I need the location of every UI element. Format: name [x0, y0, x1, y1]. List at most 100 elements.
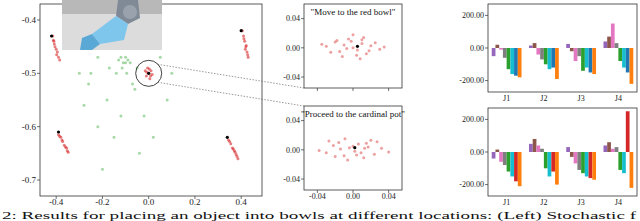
x-tick — [388, 88, 389, 91]
point — [374, 41, 377, 44]
bar — [548, 152, 552, 176]
x-tick-label: -0.2 — [95, 197, 109, 207]
point — [138, 152, 141, 155]
bar — [551, 48, 555, 68]
y-tick-label: -0.04 — [283, 73, 300, 82]
bar — [603, 41, 607, 48]
point — [87, 83, 90, 86]
y-tick — [485, 48, 488, 49]
bar — [499, 48, 503, 50]
point — [360, 38, 363, 41]
y-tick — [301, 149, 304, 150]
point — [362, 156, 365, 159]
x-tick-label: 0.4 — [236, 197, 248, 207]
bar — [536, 48, 540, 55]
y-tick — [37, 180, 40, 181]
y-tick — [485, 80, 488, 81]
point — [352, 46, 355, 49]
y-tick — [485, 15, 488, 16]
x-tick-label: -0.4 — [49, 197, 64, 207]
y-tick-label: 0.04 — [286, 116, 300, 125]
point — [325, 45, 328, 48]
point — [343, 43, 346, 46]
point — [240, 29, 243, 32]
bar — [577, 48, 581, 56]
y-tick-label: -200.00 — [459, 180, 484, 189]
bar — [499, 152, 503, 162]
bar — [514, 48, 518, 76]
point — [339, 148, 342, 151]
bar — [555, 152, 559, 185]
point — [373, 153, 376, 156]
point — [89, 72, 92, 75]
y-tick — [485, 119, 488, 120]
point — [356, 49, 359, 52]
bar — [589, 152, 593, 178]
point — [101, 168, 104, 171]
point — [337, 141, 340, 144]
robot-image-bg — [62, 0, 162, 50]
bar — [603, 145, 607, 152]
bar — [622, 48, 626, 68]
point — [53, 43, 56, 46]
point — [245, 51, 248, 54]
point — [245, 44, 248, 47]
bar — [555, 48, 559, 79]
bar — [544, 152, 548, 168]
bar — [581, 48, 585, 71]
y-tick-label: -0.4 — [22, 15, 37, 25]
y-tick-label: 200.00 — [462, 11, 484, 20]
bar — [630, 152, 634, 188]
y-tick — [37, 126, 40, 127]
bar — [551, 152, 555, 172]
bar — [510, 152, 514, 176]
plot-title: "Move to the red bowl" — [311, 7, 396, 17]
point — [367, 145, 370, 148]
bar — [533, 43, 537, 48]
point — [335, 39, 338, 42]
point — [106, 99, 109, 102]
y-tick-label: 200.00 — [462, 115, 484, 124]
bar — [518, 152, 522, 186]
x-tick-label: J2 — [540, 198, 547, 207]
zoom-connector — [158, 64, 304, 88]
points — [320, 33, 385, 60]
point — [365, 142, 368, 145]
point — [353, 146, 356, 149]
x-tick-label: J3 — [578, 198, 585, 207]
point — [108, 67, 111, 70]
point — [133, 88, 136, 91]
bar — [492, 152, 496, 159]
point — [232, 148, 235, 151]
y-tick — [301, 18, 304, 19]
point — [329, 51, 332, 54]
x-tick-label: J1 — [503, 94, 510, 103]
point — [57, 56, 60, 59]
point — [355, 153, 358, 156]
robot-arm — [92, 16, 128, 44]
point — [338, 50, 341, 53]
bar — [536, 145, 540, 152]
point — [346, 159, 349, 162]
robot-joint — [123, 5, 137, 19]
point — [360, 42, 363, 45]
point — [363, 147, 366, 150]
bar — [592, 152, 596, 180]
bar — [518, 48, 522, 77]
point — [332, 144, 335, 147]
point — [325, 151, 328, 154]
bar — [570, 152, 574, 157]
point — [129, 61, 132, 64]
x-tick-label: 0.0 — [143, 197, 155, 207]
point — [360, 151, 363, 154]
bar — [615, 147, 619, 152]
point — [369, 139, 372, 142]
zoom-connector — [158, 82, 304, 106]
point — [55, 48, 58, 51]
x-tick-label: 0.00 — [346, 192, 360, 201]
point — [242, 37, 245, 40]
bar — [495, 150, 499, 152]
bars — [492, 24, 634, 84]
point — [145, 75, 148, 78]
point — [383, 46, 386, 49]
